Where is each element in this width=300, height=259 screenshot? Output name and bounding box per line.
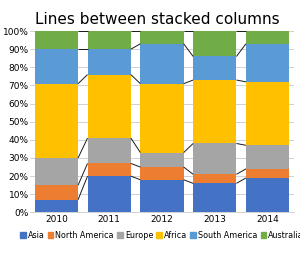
Text: Lines between stacked columns: Lines between stacked columns — [35, 12, 280, 27]
Bar — [88, 49, 131, 75]
Bar — [193, 174, 236, 183]
Bar — [246, 82, 289, 145]
Bar — [140, 84, 184, 153]
Bar — [140, 167, 184, 180]
Bar — [140, 153, 184, 167]
Bar — [246, 145, 289, 169]
Bar — [35, 200, 78, 212]
Bar — [88, 138, 131, 163]
Bar — [35, 31, 78, 49]
Bar — [88, 176, 131, 212]
Bar — [140, 31, 184, 44]
Bar — [193, 31, 236, 56]
Bar — [193, 183, 236, 212]
Bar — [88, 31, 131, 49]
Legend: Asia, North America, Europe, Africa, South America, Australia: Asia, North America, Europe, Africa, Sou… — [20, 231, 300, 240]
Bar — [140, 180, 184, 212]
Bar — [193, 143, 236, 174]
Bar — [246, 169, 289, 178]
Bar — [35, 158, 78, 185]
Bar — [88, 163, 131, 176]
Bar — [88, 75, 131, 138]
Bar — [140, 44, 184, 84]
Bar — [193, 80, 236, 143]
Bar — [193, 56, 236, 80]
Bar — [246, 31, 289, 44]
Bar — [35, 84, 78, 158]
Bar — [246, 178, 289, 212]
Bar — [246, 44, 289, 82]
Bar — [35, 49, 78, 84]
Bar — [35, 185, 78, 200]
